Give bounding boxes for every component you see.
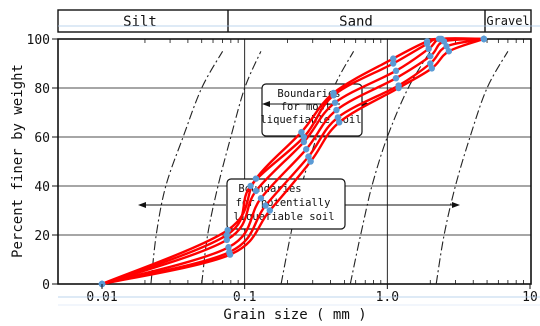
sample-point-s5-6 (390, 55, 397, 62)
y-axis-title: Percent finer by weight (10, 64, 26, 258)
sample-point-s3-7 (427, 52, 434, 60)
x-tick-label-0: 0.01 (86, 290, 117, 305)
sample-point-s3-4 (303, 146, 310, 153)
sample-point-s2-2 (223, 236, 231, 244)
x-axis-title: Grain size ( mm ) (223, 307, 366, 323)
axes: 0 20 40 60 80 100 0.01 0.1 1.0 10 (27, 33, 538, 305)
y-tick-label-4: 80 (34, 82, 50, 97)
soil-class-header: Silt Sand Gravel (57, 9, 540, 33)
sample-point-s1-2 (223, 231, 231, 239)
boundary-curve-4 (349, 51, 431, 285)
sample-point-s3-6 (392, 75, 400, 82)
potentially-band-arrow-right-icon (452, 202, 460, 208)
gradation-curves (101, 37, 485, 286)
sample-point-s6-3 (266, 207, 273, 214)
sample-point-s2-5 (331, 99, 339, 106)
plot-frame (57, 38, 532, 285)
sample-point-s4-5 (334, 114, 342, 121)
sample-point-s5-3 (252, 175, 260, 182)
sample-point-s6-6 (395, 84, 402, 92)
sample-point-s3-5 (333, 106, 340, 114)
most-band-arrow-left-icon (262, 101, 270, 107)
sample-point-s5-8 (437, 35, 444, 43)
sample-point-s2-4 (300, 138, 308, 146)
y-tick-label-2: 40 (34, 180, 50, 195)
sample-point-s4-7 (427, 60, 434, 67)
y-tick-label-5: 100 (27, 33, 50, 48)
sample-point-s2-6 (392, 67, 400, 75)
x-tick-label-1: 0.1 (233, 290, 256, 305)
sample-point-s5-5 (330, 89, 337, 97)
sample-point-s5-7 (423, 38, 431, 45)
soil-class-header-frame (57, 9, 532, 33)
sample-point-s2-7 (425, 45, 432, 52)
y-tick-label-3: 60 (34, 131, 50, 146)
gradation-curve-4 (101, 37, 485, 286)
boundary-curve-5 (435, 51, 509, 285)
sample-point-s5-2 (224, 226, 231, 234)
boundary-curve-1 (150, 51, 224, 285)
boundary-curve-2 (201, 51, 262, 285)
sample-point-s6-8 (445, 48, 453, 55)
sample-point-s4-8 (443, 43, 450, 50)
y-tick-label-1: 20 (34, 229, 50, 244)
x-tick-label-3: 10 (522, 290, 538, 305)
sample-point-s6-4 (307, 158, 314, 165)
silt-label: Silt (123, 14, 157, 30)
sample-point-s1-6 (390, 60, 397, 67)
potentially-band-arrow-left-icon (138, 202, 146, 208)
sample-point-s2-3 (252, 187, 260, 195)
y-tick-label-0: 0 (42, 278, 50, 293)
sample-point-s6-9 (480, 35, 488, 43)
sample-points (98, 35, 488, 288)
sample-point-s6-2 (226, 251, 234, 258)
gradation-curve-2 (101, 37, 484, 286)
sample-point-s3-2 (225, 244, 232, 251)
sample-point-s4-4 (305, 153, 312, 160)
gravel-label: Gravel (486, 14, 529, 28)
x-tick-label-2: 1.0 (376, 290, 399, 305)
annotation-most-line-1: Boundaries (277, 88, 340, 100)
sand-label: Sand (339, 14, 373, 30)
gradation-curve-1 (101, 37, 484, 286)
gradation-curve-6 (101, 37, 485, 286)
gradation-curve-5 (101, 37, 484, 286)
sample-point-s1-3 (247, 182, 254, 190)
sample-point-s4-3 (262, 202, 269, 209)
sample-point-s6-5 (336, 119, 343, 126)
gradation-curve-3 (101, 37, 484, 286)
sample-point-s5-4 (298, 128, 305, 136)
sample-point-s6-7 (428, 65, 436, 72)
annotation-potentially-line-3: liquefiable soil (233, 211, 334, 223)
sample-point-s1-4 (300, 133, 308, 141)
sample-point-s3-3 (257, 195, 265, 202)
